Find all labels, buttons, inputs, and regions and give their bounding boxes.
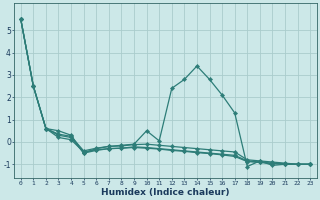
X-axis label: Humidex (Indice chaleur): Humidex (Indice chaleur) [101,188,230,197]
